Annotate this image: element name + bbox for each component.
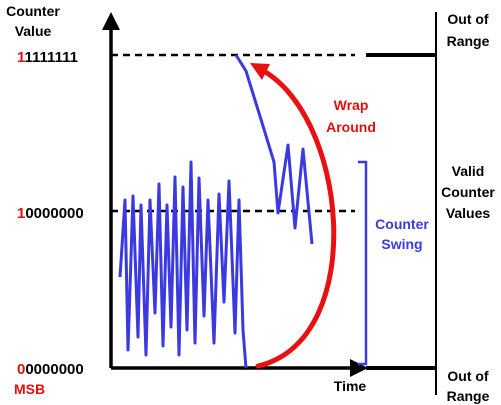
wrap-around-arrow [253, 64, 337, 369]
counter-swing-label-line2: Swing [381, 236, 422, 252]
counter-signal-after-wrap [234, 54, 314, 245]
out-of-range-bottom-line1: Out of [447, 368, 489, 384]
valid-values-line1: Valid [452, 163, 485, 179]
level-label-max: 11111111 [17, 49, 78, 66]
level-mid-rest: 0000000 [25, 205, 83, 222]
x-axis-label: Time [334, 378, 367, 394]
msb-label: MSB [14, 381, 45, 397]
counter-swing-label-line1: Counter [375, 216, 429, 232]
out-of-range-top-line2: Range [447, 33, 490, 49]
wrap-around-label-line1: Wrap [334, 97, 369, 113]
level-max-msb: 1 [17, 49, 25, 66]
level-min-msb: 0 [17, 361, 25, 378]
wrap-around-arrowhead [250, 63, 270, 80]
y-axis-label-line2: Value [15, 23, 52, 39]
valid-values-line2: Counter [441, 184, 495, 200]
y-axis-arrowhead [102, 12, 120, 30]
level-label-min: 00000000 [17, 361, 84, 378]
out-of-range-bottom-line2: Range [447, 388, 490, 404]
y-axis-label-line1: Counter [6, 3, 60, 19]
x-axis-arrowhead [350, 359, 368, 377]
level-min-rest: 0000000 [25, 361, 83, 378]
out-of-range-top-line1: Out of [447, 11, 489, 27]
counter-signal-trace [118, 160, 248, 369]
level-max-rest: 1111111 [25, 49, 78, 66]
level-label-mid: 10000000 [17, 205, 84, 222]
wrap-around-label-line2: Around [326, 119, 376, 135]
valid-values-line3: Values [446, 205, 491, 221]
counter-swing-bracket [358, 160, 368, 366]
level-mid-msb: 1 [17, 205, 25, 222]
